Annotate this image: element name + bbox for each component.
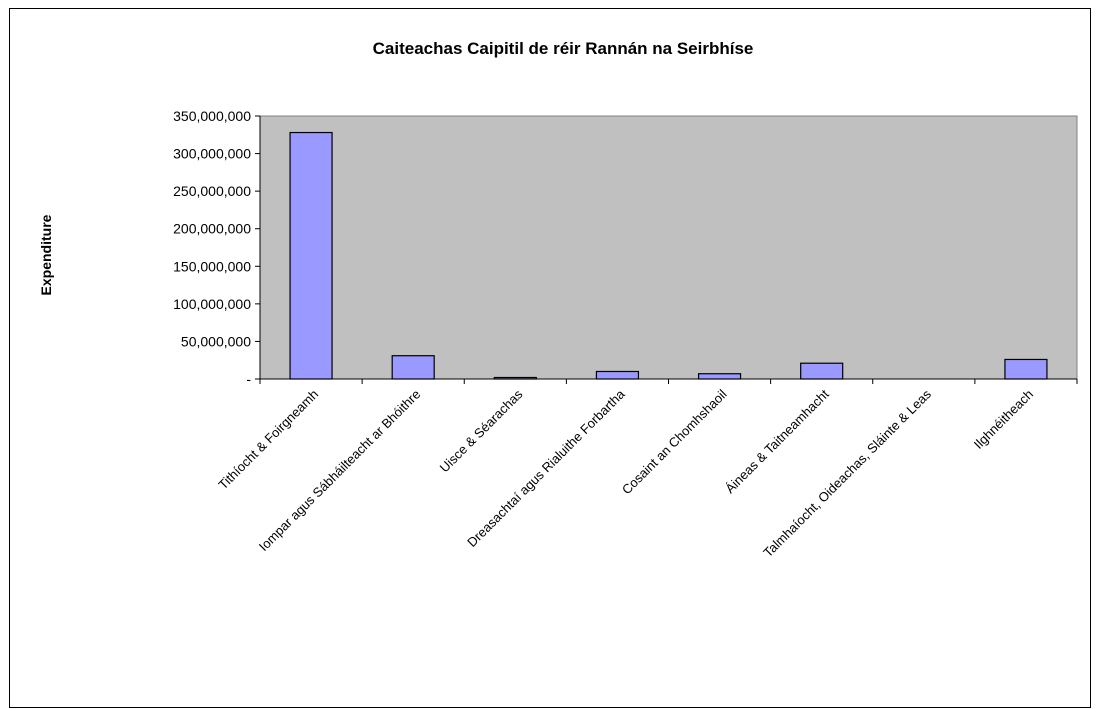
x-category-label: Dreasachtaí agus Rialuithe Forbartha <box>464 386 628 550</box>
plot-area <box>259 115 1078 380</box>
bar-8 <box>1004 358 1048 380</box>
bar-1 <box>289 131 333 380</box>
x-category-label: Tithíocht & Foirgneamh <box>215 387 321 493</box>
chart-title: Caiteachas Caipitil de réir Rannán na Se… <box>373 39 754 58</box>
y-tick-label: 250,000,000 <box>173 183 251 199</box>
bar-5 <box>697 373 742 380</box>
x-category-label: Áineas & Taitneamhacht <box>722 386 832 496</box>
y-tick-label: 50,000,000 <box>181 333 251 349</box>
bar-2 <box>391 355 435 380</box>
y-tick-labels: - 50,000,000 100,000,000 150,000,000 200,000… <box>173 108 251 387</box>
y-tick-label: 350,000,000 <box>173 108 251 124</box>
x-category-label: Ilghnéitheach <box>971 387 1036 452</box>
chart-frame: Caiteachas Caipitil de réir Rannán na Se… <box>9 8 1091 708</box>
axes-layer <box>255 115 1078 384</box>
y-tick-label: 200,000,000 <box>173 221 251 237</box>
x-category-label: Iompar agus Sábháilteacht ar Bhóithre <box>256 387 423 554</box>
x-category-label: Uisce & Séarachas <box>437 386 526 475</box>
bar-chart: Caiteachas Caipitil de réir Rannán na Se… <box>38 39 1078 560</box>
x-category-label: Cosaint an Chomhshaoil <box>619 386 730 497</box>
bars-layer <box>289 131 1048 380</box>
bar-6 <box>800 362 844 380</box>
bar-4 <box>595 370 640 380</box>
y-axis-label: Expenditure <box>38 214 54 295</box>
x-category-label: Talmhaíocht, Oideachas, Sláinte & Leas <box>760 386 934 560</box>
y-tick-label: 300,000,000 <box>173 146 251 162</box>
y-tick-label: - <box>246 371 251 387</box>
y-tick-label: 150,000,000 <box>173 258 251 274</box>
y-tick-label: 100,000,000 <box>173 296 251 312</box>
